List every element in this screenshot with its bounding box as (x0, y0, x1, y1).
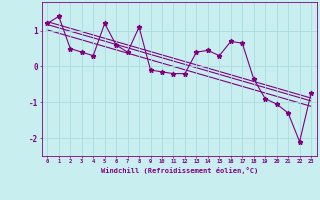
X-axis label: Windchill (Refroidissement éolien,°C): Windchill (Refroidissement éolien,°C) (100, 167, 258, 174)
